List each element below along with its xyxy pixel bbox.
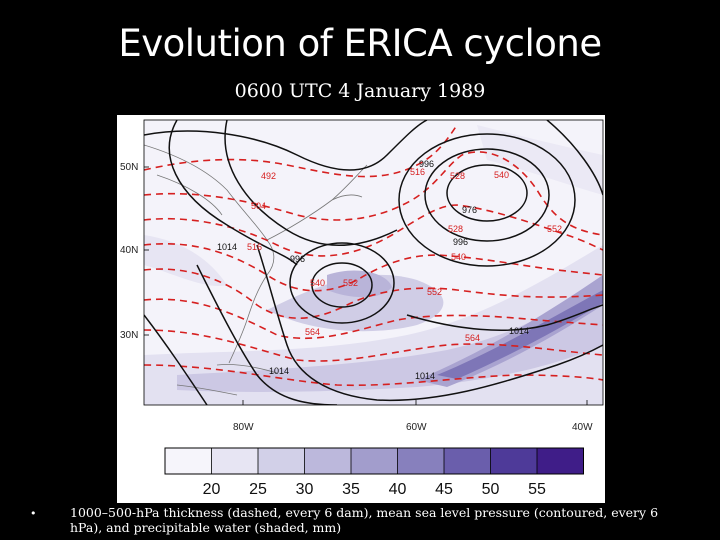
map-area: 492 504 516 516 528 528 540 540 540 552 … — [144, 120, 603, 405]
thickness-label: 492 — [261, 171, 276, 181]
colorbar-tick-label: 20 — [203, 481, 221, 498]
thickness-label: 552 — [343, 278, 358, 288]
lat-label: 30N — [120, 330, 138, 341]
thickness-label: 528 — [450, 171, 465, 181]
colorbar-swatch — [444, 448, 491, 474]
slide-subtitle: 0600 UTC 4 January 1989 — [234, 80, 486, 102]
lat-label: 40N — [120, 245, 138, 256]
colorbar-tick-label: 25 — [249, 481, 267, 498]
colorbar-swatch — [537, 448, 584, 474]
thickness-label: 528 — [448, 224, 463, 234]
colorbar-tick-label: 35 — [342, 481, 360, 498]
thickness-label: 540 — [494, 170, 509, 180]
thickness-label: 516 — [247, 242, 262, 252]
weather-map-svg: 492 504 516 516 528 528 540 540 540 552 … — [120, 119, 604, 498]
pressure-label: 996 — [419, 159, 434, 169]
colorbar-tick-label: 55 — [528, 481, 546, 498]
pressure-label: 996 — [290, 254, 305, 264]
colorbar-swatch — [351, 448, 398, 474]
precipitable-water-shading — [144, 125, 603, 405]
colorbar-swatch — [165, 448, 212, 474]
pressure-contours — [144, 120, 603, 405]
weather-map-figure: 492 504 516 516 528 528 540 540 540 552 … — [117, 115, 605, 503]
colorbar: 20 25 30 35 40 45 50 55 — [164, 447, 584, 498]
thickness-label: 516 — [410, 167, 425, 177]
map-frame — [143, 119, 604, 406]
thickness-label: 552 — [427, 287, 442, 297]
lon-label: 80W — [233, 422, 254, 433]
figure-caption: 1000–500-hPa thickness (dashed, every 6 … — [70, 505, 659, 535]
latitude-axis: 50N 40N 30N — [120, 162, 149, 341]
colorbar-swatch — [211, 448, 258, 474]
colorbar-swatch — [490, 448, 537, 474]
thickness-label: 540 — [310, 278, 325, 288]
colorbar-swatch — [397, 448, 444, 474]
pressure-label: 976 — [462, 205, 477, 215]
pressure-label: 1014 — [217, 242, 237, 252]
pressure-labels: 996 976 996 1014 996 1014 1014 1014 — [217, 159, 529, 381]
colorbar-tick-label: 40 — [389, 481, 407, 498]
thickness-label: 564 — [465, 333, 480, 343]
colorbar-tick-label: 30 — [296, 481, 314, 498]
thickness-label: 540 — [451, 252, 466, 262]
pressure-label: 996 — [453, 237, 468, 247]
thickness-labels: 492 504 516 516 528 528 540 540 540 552 … — [247, 167, 562, 343]
thickness-label: 552 — [547, 224, 562, 234]
colorbar-swatch — [304, 448, 351, 474]
thickness-label: 564 — [305, 327, 320, 337]
colorbar-tick-label: 45 — [435, 481, 453, 498]
coastlines — [144, 144, 368, 396]
caption-bullet: • — [30, 507, 37, 520]
pressure-label: 1014 — [269, 366, 289, 376]
longitude-axis: 80W 60W 40W — [233, 400, 593, 433]
colorbar-swatch — [258, 448, 305, 474]
thickness-contours — [144, 124, 603, 387]
colorbar-tick-label: 50 — [482, 481, 500, 498]
lon-label: 60W — [406, 422, 427, 433]
slide-title: Evolution of ERICA cyclone — [118, 22, 602, 65]
pressure-label: 1014 — [509, 326, 529, 336]
lat-label: 50N — [120, 162, 138, 173]
thickness-label: 504 — [251, 201, 266, 211]
pressure-label: 1014 — [415, 371, 435, 381]
lon-label: 40W — [572, 422, 593, 433]
